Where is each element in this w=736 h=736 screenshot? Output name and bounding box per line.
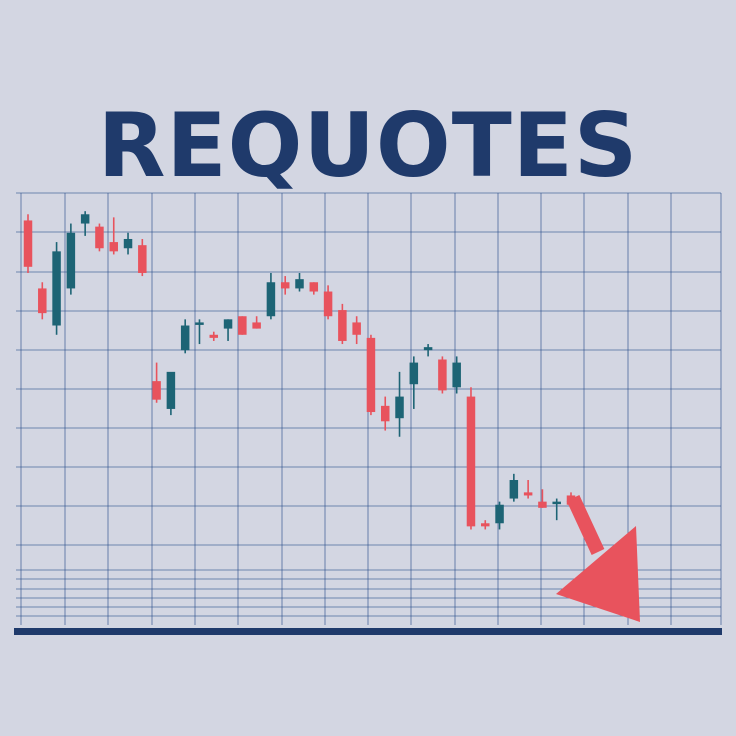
candle-body xyxy=(552,501,561,505)
candle xyxy=(352,316,361,345)
candle-body xyxy=(238,316,247,335)
candle-body xyxy=(380,405,390,422)
candle-body xyxy=(23,220,33,267)
candle-body xyxy=(523,492,533,496)
candle-body xyxy=(452,362,461,388)
candle xyxy=(152,362,161,403)
candle-body xyxy=(195,322,204,325)
chart-baseline xyxy=(14,628,722,635)
candle xyxy=(238,316,247,335)
candle-body xyxy=(509,480,519,499)
candle-body xyxy=(538,501,547,508)
candle xyxy=(552,498,561,521)
candle-body xyxy=(352,322,361,335)
candle-body xyxy=(495,504,504,524)
candle xyxy=(366,334,376,416)
candle-body xyxy=(180,325,190,351)
candle xyxy=(109,217,118,255)
candle-body xyxy=(80,214,90,224)
candle-body xyxy=(266,282,276,317)
candle-body xyxy=(338,310,347,341)
candle-body xyxy=(138,245,147,273)
candle-body xyxy=(309,282,319,292)
candle xyxy=(395,371,404,437)
candle-body xyxy=(395,396,404,419)
candle xyxy=(80,211,90,236)
down-arrow-shaft xyxy=(566,495,605,555)
candle-body xyxy=(438,359,447,391)
candle xyxy=(252,316,261,329)
candle-body xyxy=(223,319,233,329)
candle-body xyxy=(52,251,61,326)
candle xyxy=(538,489,547,508)
candle-body xyxy=(209,334,219,338)
candle-body xyxy=(95,226,104,249)
candle xyxy=(509,473,519,502)
candle xyxy=(223,319,233,341)
candle-body xyxy=(109,242,118,252)
candle xyxy=(166,371,176,416)
candle-body xyxy=(466,396,476,527)
candle xyxy=(195,319,204,345)
candle xyxy=(452,356,461,394)
candle-body xyxy=(409,362,419,385)
down-arrow-layer xyxy=(556,495,640,622)
candle xyxy=(209,331,219,341)
candle xyxy=(309,282,319,295)
candle-body xyxy=(252,322,261,329)
candle xyxy=(438,356,447,394)
candle xyxy=(423,344,433,357)
candle-body xyxy=(152,381,161,400)
candle-body xyxy=(166,371,176,409)
candle-body xyxy=(280,282,290,289)
candle xyxy=(123,232,133,255)
candle-body xyxy=(481,523,490,527)
candle xyxy=(295,272,304,292)
candle xyxy=(138,238,147,277)
candle xyxy=(409,356,419,409)
candle xyxy=(323,285,333,320)
candle xyxy=(481,520,490,530)
candle xyxy=(523,480,533,499)
candle xyxy=(23,214,33,273)
candle xyxy=(495,501,504,530)
candle-body xyxy=(423,347,433,351)
candle xyxy=(66,223,76,295)
candle xyxy=(52,242,61,335)
candle xyxy=(38,282,47,320)
candle xyxy=(180,319,190,354)
candle-body xyxy=(323,291,333,317)
candle xyxy=(338,303,347,345)
down-arrow-icon xyxy=(556,526,640,622)
candle-body xyxy=(38,288,47,314)
candle xyxy=(380,396,390,431)
candle xyxy=(466,387,476,530)
candle-body xyxy=(366,337,376,413)
candle-body xyxy=(123,238,133,249)
candle xyxy=(280,276,290,295)
candle-body xyxy=(66,232,76,289)
chart-title: REQUOTES xyxy=(97,94,639,197)
candle-body xyxy=(295,279,304,289)
candle xyxy=(266,272,276,320)
candle-series xyxy=(23,211,576,530)
candle xyxy=(95,223,104,252)
